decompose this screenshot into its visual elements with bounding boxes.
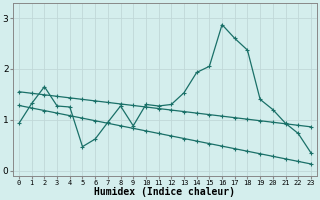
X-axis label: Humidex (Indice chaleur): Humidex (Indice chaleur) [94,187,236,197]
